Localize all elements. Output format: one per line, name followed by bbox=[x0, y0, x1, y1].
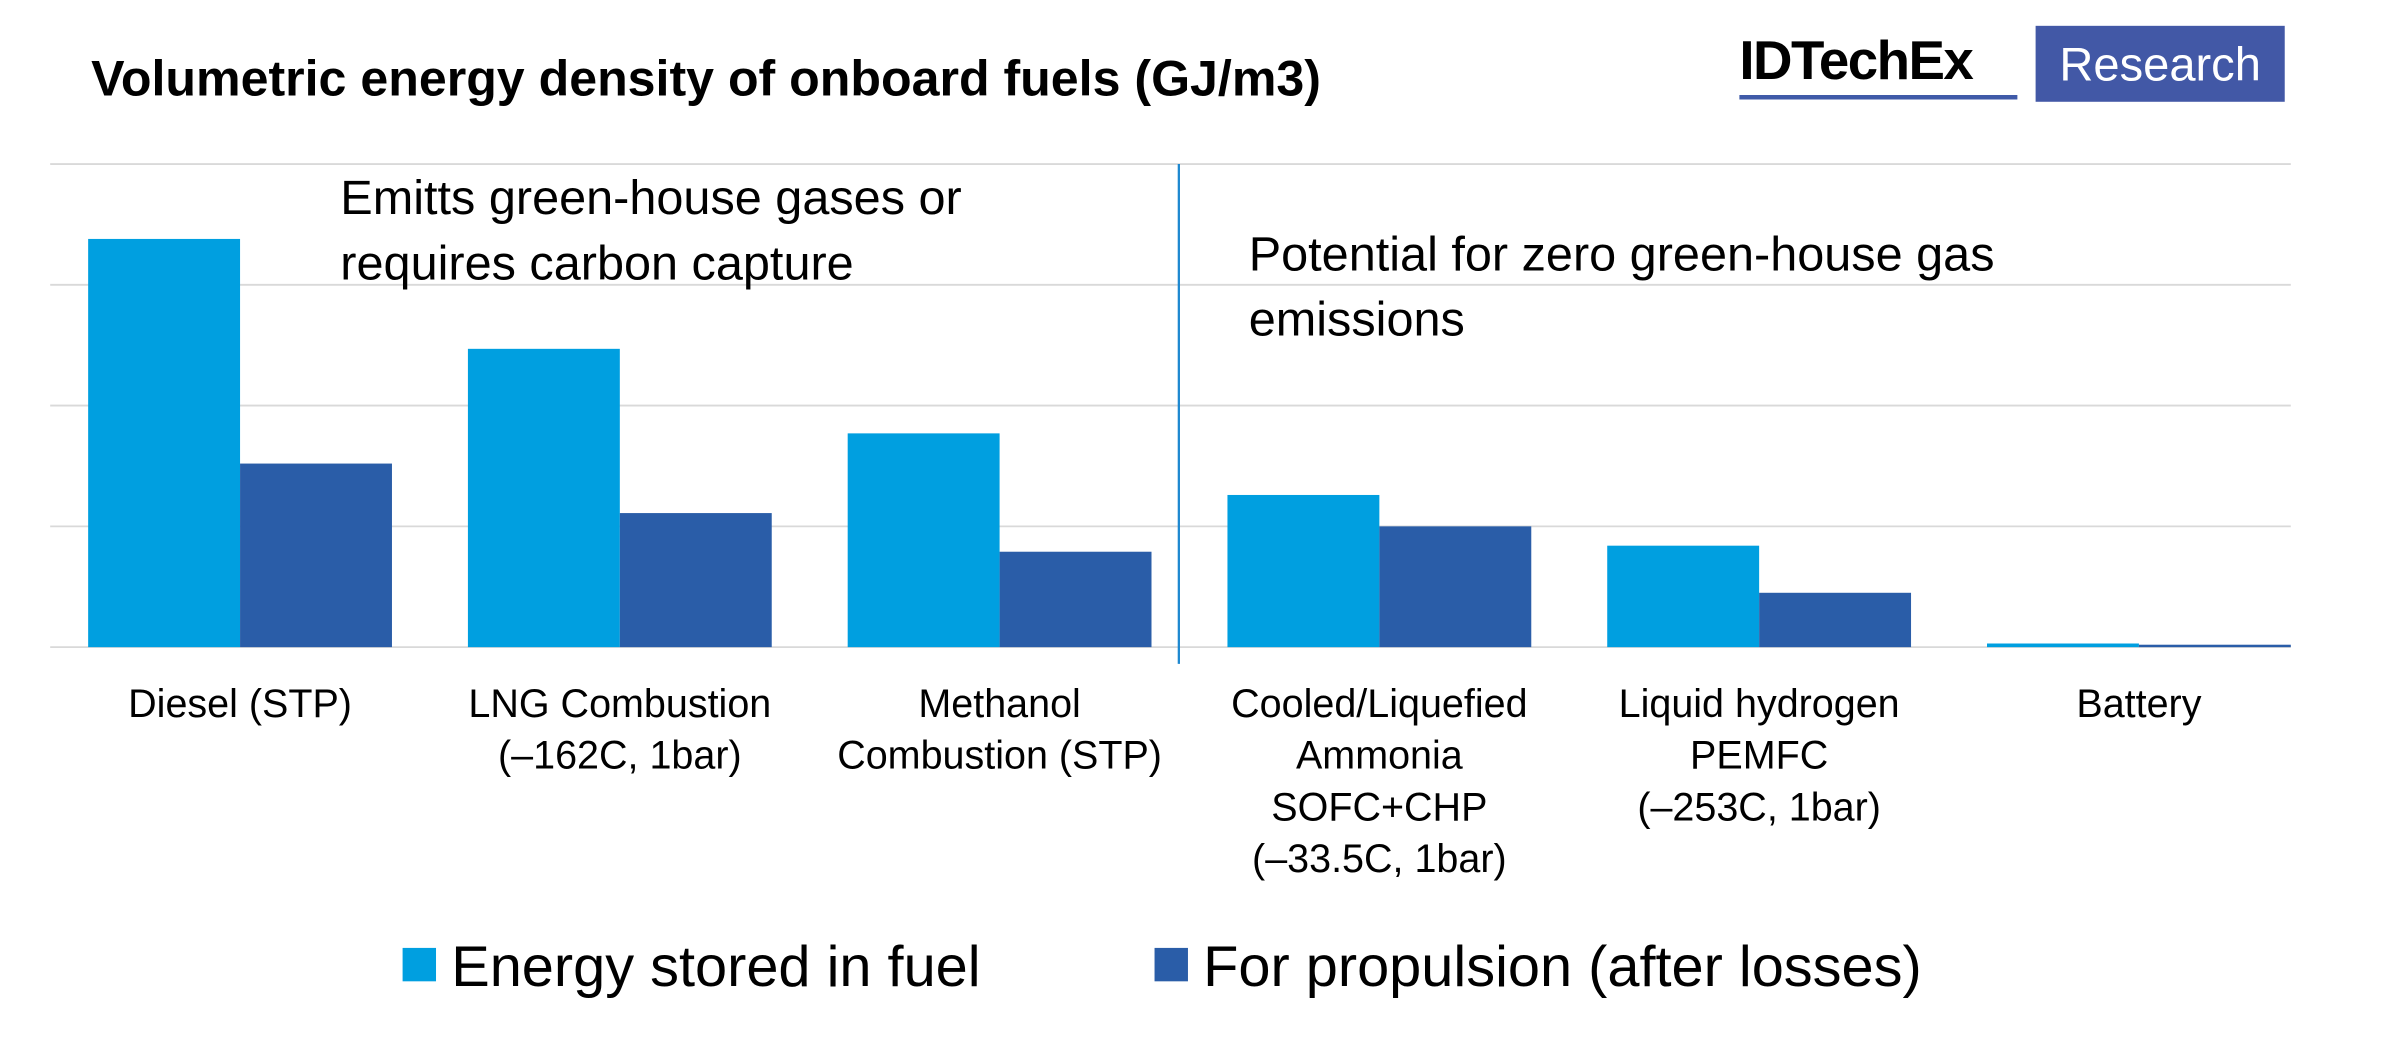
plot: Diesel (STP) LNG Combustion (–162C, 1bar) M… bbox=[50, 163, 2291, 999]
x-tick-label: Combustion (STP) bbox=[837, 734, 1162, 778]
logo-badge-text: Research bbox=[2059, 38, 2260, 91]
annotation: Emitts green-house gases or bbox=[340, 171, 961, 225]
legend-label: For propulsion (after losses) bbox=[1203, 935, 1922, 999]
x-tick-label: SOFC+CHP bbox=[1271, 785, 1487, 829]
x-tick-label: PEMFC bbox=[1690, 734, 1828, 778]
x-tick-label: (–253C, 1bar) bbox=[1637, 785, 1881, 829]
bar bbox=[1227, 494, 1380, 648]
legend-label: Energy stored in fuel bbox=[451, 935, 980, 999]
x-tick-label: (–162C, 1bar) bbox=[498, 734, 742, 778]
legend-swatch bbox=[402, 947, 437, 982]
bar bbox=[847, 433, 1000, 648]
x-tick-label: Diesel (STP) bbox=[128, 682, 352, 726]
annotation: emissions bbox=[1249, 293, 1465, 347]
x-tick-label: LNG Combustion bbox=[468, 682, 771, 726]
x-tick-label: Ammonia bbox=[1296, 734, 1463, 778]
x-tick-label: Cooled/Liquefied bbox=[1231, 682, 1527, 726]
bar bbox=[240, 463, 392, 648]
x-tick-label: Methanol bbox=[918, 682, 1080, 726]
bar bbox=[1759, 592, 1912, 648]
bar bbox=[999, 551, 1152, 648]
logo-text: IDTechEx bbox=[1739, 29, 1973, 91]
annotation: requires carbon capture bbox=[340, 237, 853, 291]
x-tick-label: Battery bbox=[2076, 682, 2201, 726]
bar bbox=[88, 238, 241, 648]
bar bbox=[1379, 526, 1532, 648]
logo-badge bbox=[2035, 25, 2285, 102]
annotation: Potential for zero green-house gas bbox=[1249, 227, 1995, 281]
bar bbox=[1607, 545, 1760, 648]
bar bbox=[467, 348, 620, 648]
bar bbox=[1986, 643, 2139, 648]
bar bbox=[619, 513, 772, 648]
x-tick-label: (–33.5C, 1bar) bbox=[1252, 837, 1507, 881]
bar bbox=[2138, 644, 2291, 648]
chart-title: Volumetric energy density of onboard fue… bbox=[91, 51, 1321, 107]
legend-swatch bbox=[1154, 947, 1188, 982]
x-tick-label: Liquid hydrogen bbox=[1619, 682, 1900, 726]
